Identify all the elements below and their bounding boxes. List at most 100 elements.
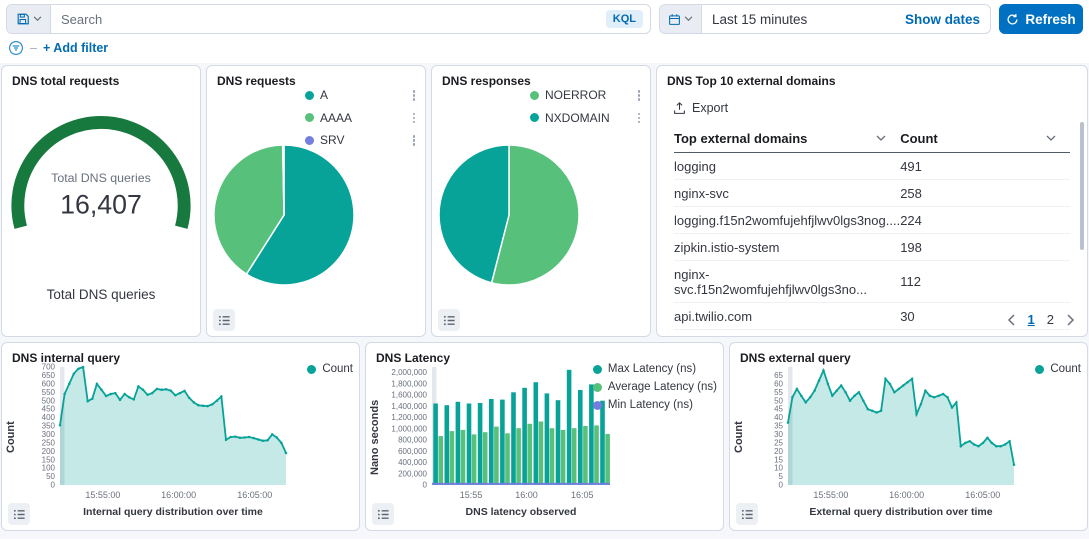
export-button[interactable]: Export — [657, 88, 744, 121]
legend-item-NXDOMAIN[interactable]: NXDOMAIN — [530, 111, 642, 126]
svg-text:800,000: 800,000 — [398, 436, 427, 445]
bar[interactable] — [550, 428, 555, 485]
bar[interactable] — [438, 436, 443, 485]
bar[interactable] — [567, 370, 572, 485]
bar[interactable] — [594, 425, 599, 485]
legend-label: AAAA — [320, 111, 352, 125]
date-quick-select-button[interactable] — [660, 5, 702, 33]
table-row[interactable]: nginx-svc258 — [674, 180, 1070, 207]
bar[interactable] — [489, 399, 494, 485]
legend-item-A[interactable]: A — [305, 88, 417, 103]
bar[interactable] — [572, 428, 577, 485]
legend-label: Max Latency (ns) — [608, 363, 696, 375]
legend-item-NOERROR[interactable]: NOERROR — [530, 88, 642, 103]
legend-item-Count[interactable]: Count — [1035, 363, 1081, 375]
area-chart-internal-query[interactable]: 0501001502002503003504004505005506006507… — [24, 359, 358, 521]
bar[interactable] — [561, 430, 566, 485]
show-dates-link[interactable]: Show dates — [905, 12, 980, 27]
page-2[interactable]: 2 — [1047, 312, 1054, 327]
svg-text:250: 250 — [42, 438, 56, 447]
bar[interactable] — [545, 393, 550, 485]
refresh-button[interactable]: Refresh — [999, 4, 1083, 34]
domains-table: Top external domains Count — [674, 125, 1070, 337]
domain-cell: zipkin.istio-system — [674, 234, 900, 261]
legend-toggle-button[interactable] — [8, 503, 30, 525]
bar[interactable] — [433, 404, 438, 486]
refresh-button-label: Refresh — [1025, 12, 1075, 27]
bar[interactable] — [461, 430, 466, 485]
table-row[interactable]: nginx-svc.f15n2womfujehfjlwv0lgs3no...11… — [674, 261, 1070, 303]
legend-item-Average Latency (ns)[interactable]: Average Latency (ns) — [593, 381, 717, 393]
chevron-down-icon — [1046, 135, 1056, 142]
next-page-icon[interactable] — [1066, 314, 1075, 326]
panel-dns-external-query: DNS external query Count 051015202530354… — [729, 342, 1088, 531]
pagination: 12 — [1007, 312, 1075, 327]
column-header-count[interactable]: Count — [900, 125, 1070, 153]
svg-text:16:05:00: 16:05:00 — [965, 490, 1000, 500]
legend-menu-icon[interactable] — [411, 111, 418, 126]
add-filter-link[interactable]: + Add filter — [43, 41, 108, 55]
bar[interactable] — [494, 427, 499, 485]
bar[interactable] — [527, 424, 532, 485]
legend-item-Max Latency (ns)[interactable]: Max Latency (ns) — [593, 363, 717, 375]
table-row[interactable]: logging491 — [674, 153, 1070, 180]
legend-menu-icon[interactable] — [636, 111, 643, 126]
bar[interactable] — [472, 434, 477, 485]
query-bar: KQL Last 15 minutes Show dates Refresh — [0, 0, 1089, 34]
legend-toggle-button[interactable] — [372, 503, 394, 525]
domain-cell: logging.f15n2womfujehfjlwv0lgs3nog.... — [674, 207, 900, 234]
bar[interactable] — [445, 405, 450, 485]
pie-chart-dns-requests[interactable] — [209, 140, 359, 290]
table-row[interactable]: logging.f15n2womfujehfjlwv0lgs3nog....22… — [674, 207, 1070, 234]
legend-toggle-button[interactable] — [213, 309, 235, 331]
legend-dot — [593, 401, 602, 410]
time-range-value[interactable]: Last 15 minutes — [702, 12, 905, 27]
kql-badge[interactable]: KQL — [606, 10, 643, 28]
svg-text:700: 700 — [42, 363, 56, 372]
legend-menu-icon[interactable] — [411, 88, 418, 103]
panel-title: DNS requests — [207, 66, 425, 88]
bar[interactable] — [516, 428, 521, 485]
legend-item-Min Latency (ns)[interactable]: Min Latency (ns) — [593, 399, 717, 411]
bar[interactable] — [505, 433, 510, 485]
legend-item-Count[interactable]: Count — [307, 363, 353, 375]
bar[interactable] — [500, 400, 505, 485]
area-chart-external-query[interactable]: 0510152025303540455055606515:55:0016:00:… — [752, 359, 1086, 521]
bar[interactable] — [511, 392, 516, 485]
bar[interactable] — [534, 382, 539, 485]
bar[interactable] — [600, 401, 605, 485]
bar[interactable] — [556, 400, 561, 485]
column-header-domains[interactable]: Top external domains — [674, 125, 900, 153]
saved-query-menu-button[interactable] — [7, 5, 51, 33]
svg-text:35: 35 — [774, 422, 783, 431]
legend-toggle-button[interactable] — [736, 503, 758, 525]
bar[interactable] — [605, 434, 610, 485]
bar[interactable] — [522, 388, 527, 485]
search-input[interactable] — [51, 12, 606, 27]
bar[interactable] — [539, 422, 544, 486]
pie-chart-dns-responses[interactable] — [434, 140, 584, 290]
svg-text:16:00:00: 16:00:00 — [889, 490, 924, 500]
prev-page-icon[interactable] — [1007, 314, 1016, 326]
legend-menu-icon[interactable] — [636, 88, 643, 103]
legend-item-AAAA[interactable]: AAAA — [305, 111, 417, 126]
page-1[interactable]: 1 — [1028, 312, 1035, 327]
table-scrollbar[interactable] — [1080, 122, 1084, 250]
bar[interactable] — [478, 403, 483, 485]
list-icon — [377, 508, 390, 521]
table-row[interactable]: zipkin.istio-system198 — [674, 234, 1070, 261]
gauge-chart[interactable]: Total DNS queries 16,407 — [2, 102, 200, 262]
svg-text:200: 200 — [42, 447, 56, 456]
page-numbers: 12 — [1028, 312, 1054, 327]
bar[interactable] — [483, 432, 488, 485]
bar[interactable] — [583, 426, 588, 485]
legend-toggle-button[interactable] — [438, 309, 460, 331]
svg-text:DNS latency observed: DNS latency observed — [466, 506, 577, 518]
y-axis-title: Count — [733, 387, 745, 487]
bar[interactable] — [578, 390, 583, 485]
bar[interactable] — [450, 431, 455, 485]
table-row[interactable]: checkoutservice12 — [674, 330, 1070, 338]
bar[interactable] — [467, 404, 472, 486]
legend-menu-icon[interactable] — [411, 133, 418, 148]
bar[interactable] — [456, 402, 461, 485]
